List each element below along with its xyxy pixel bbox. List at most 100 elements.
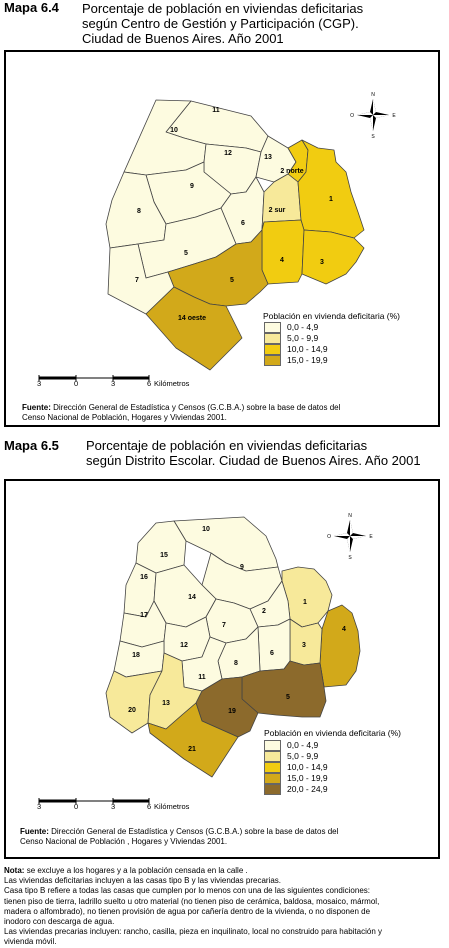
nota-label: Nota: xyxy=(4,866,25,875)
map2-legend-row-2: 5,0 - 9,9 xyxy=(264,751,319,763)
map2-legend-swatch-3 xyxy=(264,762,281,774)
map1-legend-swatch-2 xyxy=(264,333,281,345)
map2-label-14: 14 xyxy=(188,594,196,601)
map1-compass-o: O xyxy=(350,113,354,119)
map2-compass-o: O xyxy=(327,534,331,540)
map2-title: Porcentaje de población en viviendas def… xyxy=(86,438,421,468)
map1-legend-row-3: 10,0 - 14,9 xyxy=(264,344,328,356)
map2-source-text: Dirección General de Estadística y Censo… xyxy=(51,827,339,836)
map2-legend-swatch-5 xyxy=(264,784,281,796)
map2-label-13: 13 xyxy=(162,700,170,707)
nota-line-2: Las viviendas deficitarias incluyen a la… xyxy=(4,876,282,886)
map2-label-3: 3 xyxy=(302,642,306,649)
map1-title-line-2: según Centro de Gestión y Participación … xyxy=(82,16,359,31)
nota-line-7: Las viviendas precarias incluyen: rancho… xyxy=(4,927,382,937)
map2-label-11: 11 xyxy=(198,674,206,681)
map1-label-10: 8 xyxy=(137,208,141,215)
map2-label-5: 5 xyxy=(286,694,290,701)
map1-legend-label-1: 0,0 - 4,9 xyxy=(287,322,319,332)
map1-source: Fuente: Dirección General de Estadística… xyxy=(22,403,434,423)
map2-region-21 xyxy=(147,702,239,778)
map2-legend-label-3: 10,0 - 14,9 xyxy=(287,762,328,772)
map2-legend-label-1: 0,0 - 4,9 xyxy=(287,740,319,750)
map2-legend-swatch-4 xyxy=(264,773,281,785)
map1-label-11: 9 xyxy=(190,183,194,190)
nota-line-1-text: se excluye a los hogares y a la població… xyxy=(26,866,248,875)
map2-label-1: 1 xyxy=(303,599,307,606)
map1-compass-n: N xyxy=(371,92,375,98)
map1-source-text-2: Censo Nacional de Población, Hogares y V… xyxy=(22,413,227,422)
map2-region-15 xyxy=(135,520,187,574)
map2-legend-row-5: 20,0 - 24,9 xyxy=(264,784,328,796)
map2-label-15: 15 xyxy=(160,552,168,559)
map1-label-1: 1 xyxy=(329,196,333,203)
map2-region-3 xyxy=(289,618,323,666)
map2-label-21: 21 xyxy=(188,746,196,753)
map1-legend-title: Población en vivienda deficitaria (%) xyxy=(263,311,401,321)
map1-legend-row-2: 5,0 - 9,9 xyxy=(264,333,319,345)
map1-title: Porcentaje de población en viviendas def… xyxy=(82,1,363,46)
map2-scale-tick-4: 6 xyxy=(147,802,152,811)
map1-region-4 xyxy=(261,219,305,285)
map1-label-14oeste: 12 xyxy=(224,150,232,157)
map1-label-14este: 13 xyxy=(264,154,272,161)
map1-compass-icon: N S E O xyxy=(350,92,396,140)
map2-legend-label-4: 15,0 - 19,9 xyxy=(287,773,328,783)
map2-label-8: 8 xyxy=(234,660,238,667)
nota-line-8: vivienda móvil. xyxy=(4,937,57,947)
map2-scale-tick-2: 0 xyxy=(74,802,79,811)
map2-compass-n: N xyxy=(348,513,352,519)
nota-line-3: Casa tipo B refiere a todas las casas qu… xyxy=(4,886,370,896)
map1-source-text: Dirección General de Estadística y Censo… xyxy=(53,403,341,412)
map1-label-9: 7 xyxy=(135,277,139,284)
nota-line-1: Nota: se excluye a los hogares y a la po… xyxy=(4,866,446,876)
map1-number: Mapa 6.4 xyxy=(4,0,59,15)
map2-legend-swatch-1 xyxy=(264,740,281,752)
map1-label-6: 6 xyxy=(241,220,245,227)
map1-scale-tick-4: 6 xyxy=(147,379,152,388)
map1-legend-row-4: 15,0 - 19,9 xyxy=(264,355,328,367)
map2-title-line-2: según Distrito Escolar. Ciudad de Buenos… xyxy=(86,453,421,468)
map2-compass-s: S xyxy=(348,555,352,561)
map1-label-3: 3 xyxy=(320,259,324,266)
map2-compass-e: E xyxy=(369,534,373,540)
map1-label-8: 14 oeste xyxy=(178,315,206,322)
map2-label-7: 7 xyxy=(222,622,226,629)
map2-source-text-2: Censo Nacional de Población , Hogares y … xyxy=(20,837,228,846)
map1-compass-e: E xyxy=(392,113,396,119)
map1-title-line-3: Ciudad de Buenos Aires. Año 2001 xyxy=(82,31,284,46)
map2-label-9: 9 xyxy=(240,564,244,571)
nota-line-5: madera o alfombrado), no tienen provisió… xyxy=(4,906,371,916)
map1-label-2sur: 2 sur xyxy=(269,207,286,214)
map1-region-8 xyxy=(145,286,243,371)
map1-svg: 11 10 12 13 2 norte 9 8 6 2 sur 1 5 7 4 … xyxy=(38,92,396,381)
map2-label-19: 19 xyxy=(228,708,236,715)
map2-scale-unit: Kilómetros xyxy=(154,802,190,811)
map1-label-7: 5 xyxy=(184,250,188,257)
map1-scale-tick-2: 0 xyxy=(74,379,79,388)
map1-scale-bar xyxy=(38,375,150,381)
map1-label-2norte: 2 norte xyxy=(280,168,303,175)
map2-legend-label-2: 5,0 - 9,9 xyxy=(287,751,319,761)
map1-legend-swatch-3 xyxy=(264,344,281,356)
map2-region-4 xyxy=(319,604,361,688)
map1-label-5: 5 xyxy=(230,277,234,284)
map2-compass-icon: N S E O xyxy=(327,513,373,561)
map1-legend-row-1: 0,0 - 4,9 xyxy=(264,322,319,334)
map2-legend-row-3: 10,0 - 14,9 xyxy=(264,762,328,774)
map1-label-12: 10 xyxy=(170,127,178,134)
map1-legend-label-2: 5,0 - 9,9 xyxy=(287,333,319,343)
map2-scale-tick-3: 3 xyxy=(111,802,116,811)
map2-scale-tick-1: 3 xyxy=(37,802,42,811)
map2-number: Mapa 6.5 xyxy=(4,438,59,453)
map2-source: Fuente: Dirección General de Estadística… xyxy=(20,827,434,847)
map1-title-line-1: Porcentaje de población en viviendas def… xyxy=(82,1,364,16)
map1-label-4: 4 xyxy=(280,257,284,264)
map2-label-4: 4 xyxy=(342,626,346,633)
map2-source-label: Fuente: xyxy=(20,827,49,836)
map2-frame: 10 15 9 16 14 1 2 17 7 12 18 4 3 6 8 11 … xyxy=(4,479,440,859)
map2-label-10: 10 xyxy=(202,526,210,533)
map2-label-12: 12 xyxy=(180,642,188,649)
map2-legend-label-5: 20,0 - 24,9 xyxy=(287,784,328,794)
map2-label-16: 16 xyxy=(140,574,148,581)
